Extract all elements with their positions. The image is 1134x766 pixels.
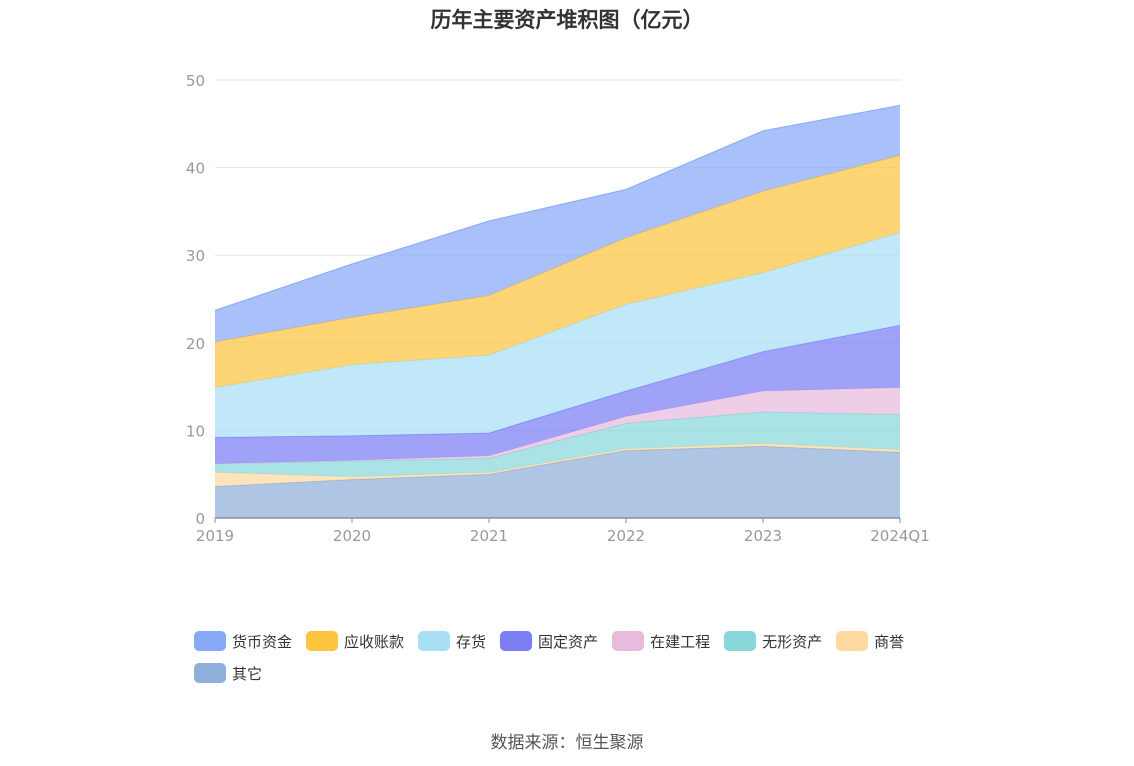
y-tick-label: 50 [186,72,205,90]
data-source: 数据来源：恒生聚源 [490,733,644,753]
legend-label: 存货 [456,632,487,651]
legend-swatch [194,631,226,651]
legend: 货币资金 应收账款 存货 固定资产 在建工程 无形资产 商誉其它 [194,630,964,694]
y-tick-label: 30 [186,247,205,265]
legend-swatch [418,631,451,651]
legend-item[interactable]: 存货 [418,630,486,652]
area-series-在建工程 [215,387,900,464]
legend-label: 无形资产 [762,632,823,651]
legend-swatch [612,631,645,651]
legend-item[interactable]: 固定资产 [500,630,598,652]
axes: 0 10 20 30 40 50 2019 2020 2021 2022 2023 2024Q1 [186,72,930,545]
x-tick-label: 2024Q1 [870,527,930,545]
x-tick-label: 2019 [196,527,234,545]
area-series-固定资产 [215,325,900,464]
legend-label: 商誉 [874,632,905,651]
legend-swatch [306,631,339,651]
legend-item[interactable]: 无形资产 [724,630,822,652]
area-series-存货 [215,232,900,438]
y-tick-label: 10 [186,422,205,440]
legend-swatch [836,631,869,651]
legend-item[interactable]: 货币资金 [194,630,292,652]
x-tick-label: 2021 [470,527,508,545]
x-tick-label: 2022 [607,527,645,545]
x-tick-label: 2020 [333,527,371,545]
stacked-area-chart: 0 10 20 30 40 50 2019 2020 2021 2022 2023 2024Q1 [186,72,930,545]
y-tick-label: 0 [195,510,205,528]
legend-label: 应收账款 [344,632,405,651]
legend-label: 在建工程 [650,632,711,651]
area-series-其它 [215,446,900,518]
y-tick-label: 40 [186,160,205,178]
legend-swatch [500,631,533,651]
x-tick-label: 2023 [744,527,782,545]
area-series-应收账款 [215,155,900,388]
legend-label: 货币资金 [232,632,293,651]
y-tick-label: 20 [186,335,205,353]
legend-swatch [724,631,757,651]
legend-label: 其它 [232,664,263,683]
legend-item[interactable]: 应收账款 [306,630,404,652]
legend-item[interactable]: 其它 [194,662,262,684]
area-series [214,104,901,518]
area-edge-货币资金 [214,104,901,311]
area-series-货币资金 [215,105,900,342]
legend-item[interactable]: 在建工程 [612,630,710,652]
legend-item[interactable]: 商誉 [836,630,904,652]
chart-title: 历年主要资产堆积图（亿元） [430,8,704,32]
legend-swatch [194,663,226,683]
legend-label: 固定资产 [538,632,599,651]
